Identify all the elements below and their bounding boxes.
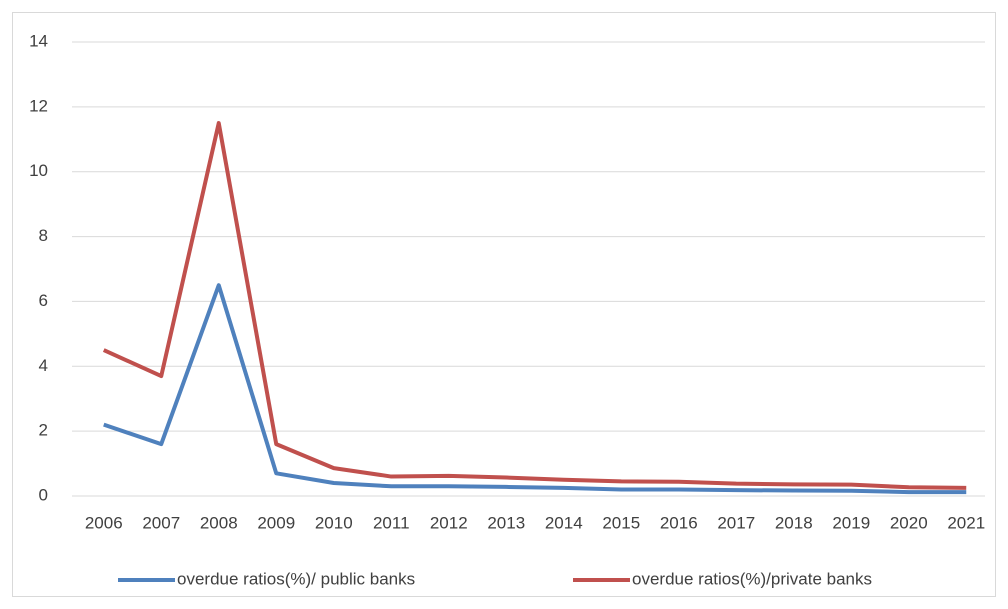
y-tick-label: 0 bbox=[39, 485, 48, 504]
x-tick-label: 2014 bbox=[545, 513, 583, 532]
y-tick-label: 12 bbox=[29, 96, 48, 115]
x-tick-label: 2007 bbox=[142, 513, 180, 532]
series-line bbox=[103, 283, 967, 495]
x-tick-label: 2016 bbox=[660, 513, 698, 532]
y-tick-label: 8 bbox=[39, 226, 48, 245]
x-tick-label: 2010 bbox=[315, 513, 353, 532]
chart-frame bbox=[12, 12, 996, 597]
series-line bbox=[102, 121, 967, 490]
x-tick-label: 2013 bbox=[487, 513, 525, 532]
x-tick-label: 2009 bbox=[257, 513, 295, 532]
legend-label: overdue ratios(%)/ public banks bbox=[177, 569, 415, 588]
legend-label: overdue ratios(%)/private banks bbox=[632, 569, 872, 588]
x-tick-label: 2012 bbox=[430, 513, 468, 532]
x-tick-label: 2006 bbox=[85, 513, 123, 532]
x-tick-label: 2018 bbox=[775, 513, 813, 532]
x-tick-label: 2015 bbox=[602, 513, 640, 532]
x-tick-label: 2019 bbox=[832, 513, 870, 532]
y-tick-label: 4 bbox=[39, 356, 48, 375]
x-tick-label: 2017 bbox=[717, 513, 755, 532]
x-tick-label: 2011 bbox=[373, 513, 410, 532]
x-tick-label: 2008 bbox=[200, 513, 238, 532]
y-tick-label: 6 bbox=[39, 291, 48, 310]
y-tick-label: 2 bbox=[39, 421, 48, 440]
y-tick-label: 14 bbox=[29, 31, 48, 50]
x-tick-label: 2021 bbox=[947, 513, 985, 532]
x-tick-label: 2020 bbox=[890, 513, 928, 532]
y-tick-label: 10 bbox=[29, 161, 48, 180]
